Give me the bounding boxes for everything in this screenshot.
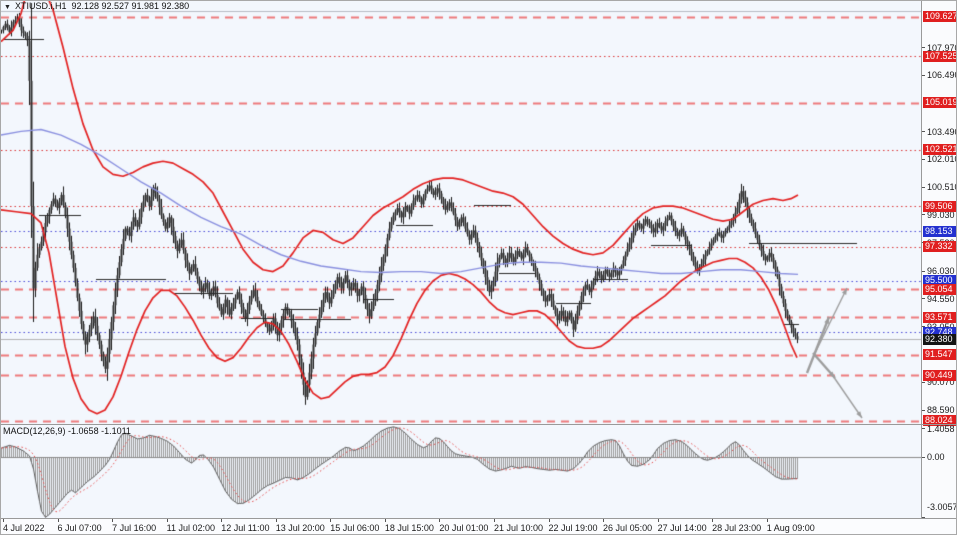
time-axis-label: 22 Jul 19:00: [548, 523, 598, 533]
price-axis-label: 90.070: [927, 377, 955, 388]
time-axis-tick: [657, 519, 659, 522]
time-axis-label: 18 Jul 15:00: [384, 523, 434, 533]
price-axis-tick: [922, 381, 925, 383]
macd-axis-label: 1.4058: [927, 423, 955, 434]
price-level-badge[interactable]: 102.521: [923, 144, 957, 156]
time-axis-label: 6 Jul 07:00: [57, 523, 102, 533]
time-axis-label: 11 Jul 02:00: [166, 523, 216, 533]
time-axis-label: 15 Jul 06:00: [330, 523, 380, 533]
price-level-badge[interactable]: 92.748: [923, 326, 956, 338]
time-axis-tick: [3, 519, 4, 522]
time-axis-label: 1 Aug 09:00: [766, 523, 815, 533]
price-axis-tick: [922, 74, 925, 76]
price-axis-tick: [922, 409, 925, 411]
price-axis-label: 106.490: [927, 70, 957, 81]
current-price-badge: 92.380: [923, 333, 956, 345]
price-axis-tick: [922, 326, 925, 328]
chart-title-ohlc: 92.128 92.527 91.981 92.380: [71, 1, 190, 11]
price-level-badge[interactable]: 105.019: [923, 97, 957, 109]
price-axis-tick: [922, 214, 925, 216]
time-axis-label: 4 Jul 2022: [3, 523, 45, 533]
time-axis[interactable]: 4 Jul 2022 6 Jul 07:00 7 Jul 16:00 11 Jul 0…: [1, 518, 956, 534]
price-axis-tick: [922, 270, 925, 272]
time-axis-tick: [766, 519, 768, 522]
price-axis-label: 103.490: [927, 126, 957, 137]
pane-separator[interactable]: [1, 424, 956, 425]
time-axis-tick: [275, 519, 277, 522]
time-axis-tick: [166, 519, 168, 522]
price-axis[interactable]: 107.970 106.490 103.490 102.010 100.510 99.03…: [921, 1, 957, 518]
time-axis-label: 7 Jul 16:00: [112, 523, 157, 533]
macd-indicator-label: MACD(12,26,9) -1.0658 -1.1011: [3, 426, 131, 436]
time-axis-tick: [493, 519, 495, 522]
time-axis-tick: [112, 519, 114, 522]
macd-axis-tick: [922, 456, 925, 458]
macd-axis-tick: [922, 428, 925, 430]
price-level-badge[interactable]: 93.571: [923, 311, 956, 323]
price-axis-tick: [922, 131, 925, 133]
time-axis-label: 13 Jul 20:00: [275, 523, 325, 533]
price-axis-label: 102.010: [927, 154, 957, 165]
price-level-badge[interactable]: 98.153: [923, 225, 956, 237]
time-axis-label: 12 Jul 11:00: [221, 523, 270, 533]
time-axis-tick: [603, 519, 605, 522]
time-axis-tick: [548, 519, 550, 522]
price-axis-tick: [922, 158, 925, 160]
time-axis-label: 20 Jul 01:00: [439, 523, 489, 533]
price-axis-label: 107.970: [927, 42, 957, 53]
time-axis-label: 21 Jul 10:00: [493, 523, 543, 533]
chart-plot-area[interactable]: [1, 1, 921, 518]
price-level-badge[interactable]: 109.627: [923, 11, 957, 23]
price-level-badge[interactable]: 99.506: [923, 200, 956, 212]
time-axis-label: 28 Jul 23:00: [712, 523, 762, 533]
time-axis-tick: [439, 519, 441, 522]
time-axis-tick: [57, 519, 59, 522]
symbol-dropdown-icon[interactable]: ▼: [4, 4, 11, 11]
time-axis-tick: [221, 519, 223, 522]
price-level-badge[interactable]: 88.024: [923, 415, 956, 427]
price-axis-tick: [922, 47, 925, 49]
macd-axis-label: -3.0057: [927, 502, 957, 512]
macd-axis-label: 0.00: [927, 452, 945, 462]
price-axis-label: 96.030: [927, 266, 955, 277]
time-axis-label: 27 Jul 14:00: [657, 523, 707, 533]
price-axis-label: 88.590: [927, 405, 955, 416]
price-axis-label: 100.510: [927, 182, 957, 193]
macd-name: MACD(12,26,9): [3, 426, 66, 436]
price-level-badge[interactable]: 97.332: [923, 241, 956, 253]
price-axis-tick: [922, 186, 925, 188]
price-level-badge[interactable]: 91.547: [923, 349, 956, 361]
time-axis-tick: [330, 519, 332, 522]
price-level-badge[interactable]: 107.525: [923, 50, 957, 62]
price-level-badge[interactable]: 95.500: [923, 275, 956, 287]
price-axis-tick: [922, 298, 925, 300]
time-axis-tick: [384, 519, 386, 522]
macd-axis-tick: [922, 516, 925, 518]
price-axis-label: 99.030: [927, 209, 955, 220]
time-axis-tick: [712, 519, 714, 522]
price-level-badge[interactable]: 95.054: [923, 283, 956, 295]
price-axis-label: 94.550: [927, 293, 955, 304]
price-axis-label: 93.050: [927, 322, 955, 332]
price-level-badge[interactable]: 90.449: [923, 369, 956, 381]
time-axis-label: 26 Jul 05:00: [603, 523, 653, 533]
chart-title: ▼ XTIUSD.i,H1 92.128 92.527 91.981 92.380: [4, 2, 189, 12]
macd-values: -1.0658 -1.1011: [68, 426, 131, 436]
chart-title-symbol: XTIUSD.i,H1: [14, 1, 67, 11]
